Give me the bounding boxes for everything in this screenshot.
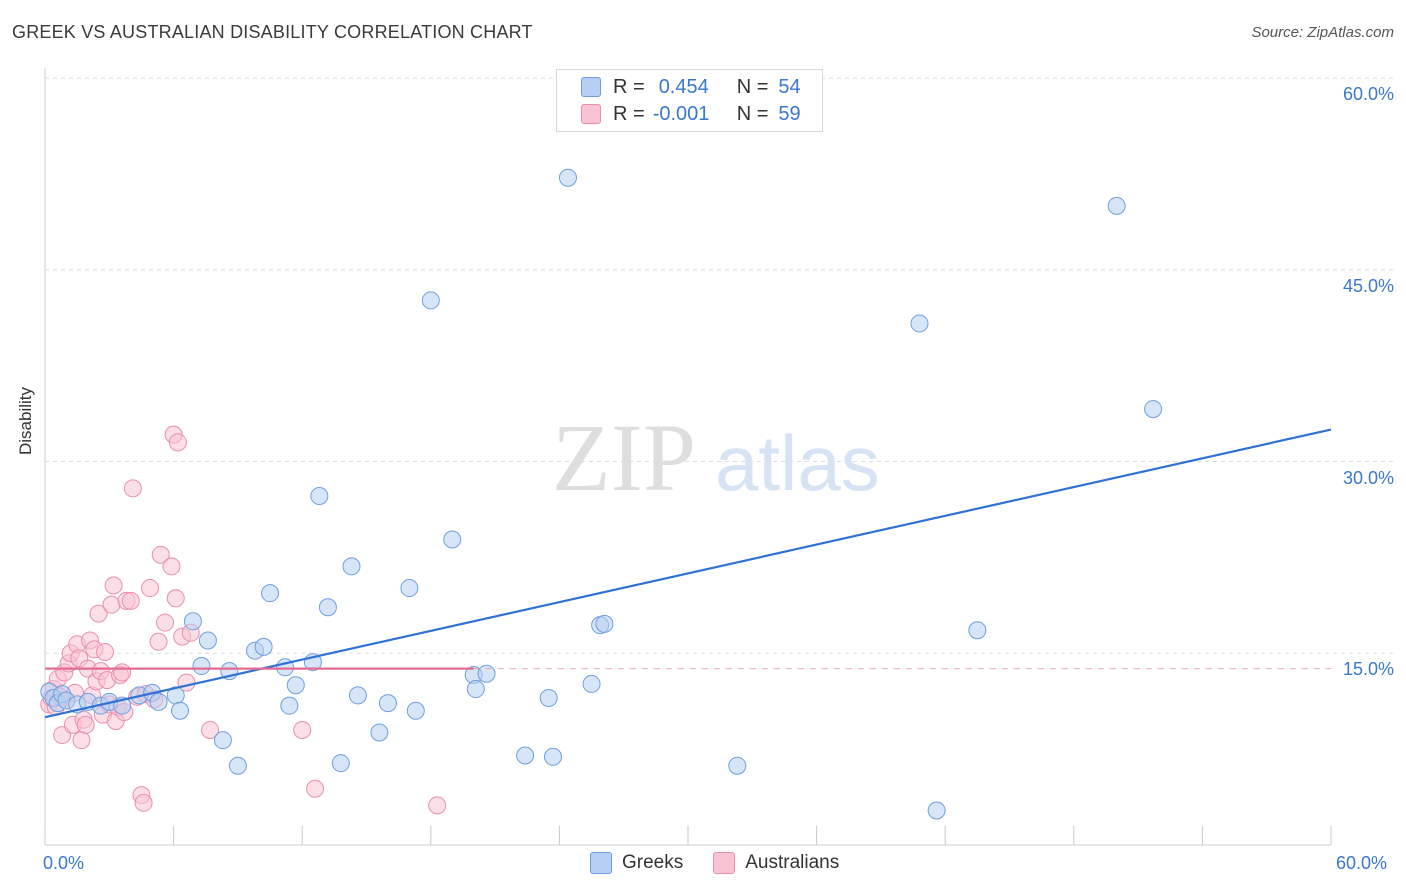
greeks-point [516,746,535,765]
correlation-legend: R = 0.454 N = 54 R = -0.001 N = 59 [556,69,823,132]
y-tick-label: 60.0% [1342,84,1394,104]
legend-n-label: N = [736,75,769,98]
greeks-point [171,701,190,720]
greeks-point [968,621,987,640]
trend-lines [44,428,1332,719]
australians-point [306,779,325,798]
greeks-point [582,674,601,693]
greeks-point [466,680,485,699]
greeks-point [149,692,168,711]
greeks-point [261,584,280,603]
legend-r-value: 0.454 [658,75,709,98]
australians-point [168,433,187,452]
watermark: ZIP atlas [552,404,880,511]
australians-point [76,715,95,734]
australians-point [201,720,220,739]
australians-point [89,604,108,623]
y-tick-label: 15.0% [1342,659,1394,680]
greeks-point [192,657,211,676]
australians-legend-label: Australians [745,852,840,873]
greeks-point [477,664,496,683]
australians-point [123,479,142,498]
greeks-legend-label: Greeks [622,852,684,873]
greeks-point [406,701,425,720]
x-tick-label-max: 60.0% [1336,853,1388,873]
greeks-point [1107,196,1126,215]
series-legend: Greeks Australians [590,852,869,874]
greeks-point [254,637,273,656]
legend-item-greeks[interactable]: Greeks [590,852,683,874]
greeks-point [318,598,337,617]
australians-point [141,579,160,598]
australians-point [293,720,312,739]
australians-point [104,576,123,595]
australians-point [102,595,121,614]
australians-swatch [581,104,601,124]
australians-point [113,663,132,682]
legend-row-greeks: R = 0.454 N = 54 [581,74,801,100]
greeks-point [1144,400,1163,419]
chart-title: GREEK VS AUSTRALIAN DISABILITY CORRELATI… [12,22,533,42]
australians-points [40,425,447,815]
greeks-point [198,631,217,650]
greeks-point [443,530,462,549]
legend-row-australians: R = -0.001 N = 59 [581,101,801,127]
legend-n-value: 59 [778,102,801,125]
legend-n-label: N = [736,102,769,125]
greeks-point [342,557,361,576]
y-tick-label: 30.0% [1342,467,1394,488]
australians-point [72,731,91,750]
australians-point [134,793,153,812]
australians-point [428,796,447,815]
australians-point [121,591,140,610]
australians-point [156,613,175,632]
source-label: Source: ZipAtlas.com [1251,24,1394,41]
legend-r-value: -0.001 [652,102,710,125]
greeks-point [539,688,558,707]
greeks-point [421,291,440,310]
legend-n-value: 54 [778,75,801,98]
legend-item-australians[interactable]: Australians [713,852,839,874]
australians-legend-swatch [713,852,736,874]
greeks-point [370,723,389,742]
legend-r-label: R = [613,75,645,98]
legend-r-label: R = [613,102,645,125]
watermark-atlas: atlas [715,419,880,507]
greeks-points [40,168,1163,820]
australians-point [166,589,185,608]
greeks-point [348,686,367,705]
greeks-point [595,614,614,633]
greeks-point [280,696,299,715]
x-tick-label-min: 0.0% [43,853,85,873]
watermark-zip: ZIP [552,404,696,511]
y-tick-label: 45.0% [1342,275,1394,296]
y-axis-label: Disability [16,386,35,455]
greeks-point [728,756,747,775]
greeks-point [183,612,202,631]
greeks-point [400,579,419,598]
greeks-point [927,801,946,820]
greeks-point [286,676,305,695]
greeks-point [228,756,247,775]
greeks-point [213,731,232,750]
axes [44,68,1332,846]
greeks-point [910,314,929,333]
greeks-point [543,747,562,766]
greeks-point [331,754,350,773]
greeks-point [378,694,397,713]
greeks-point [310,487,329,506]
australians-point [96,642,115,661]
greeks-legend-swatch [590,852,612,874]
australians-point [151,545,170,564]
greeks-swatch [581,77,601,97]
australians-point [149,632,168,651]
australians-point [162,557,181,576]
greeks-point [558,168,577,187]
